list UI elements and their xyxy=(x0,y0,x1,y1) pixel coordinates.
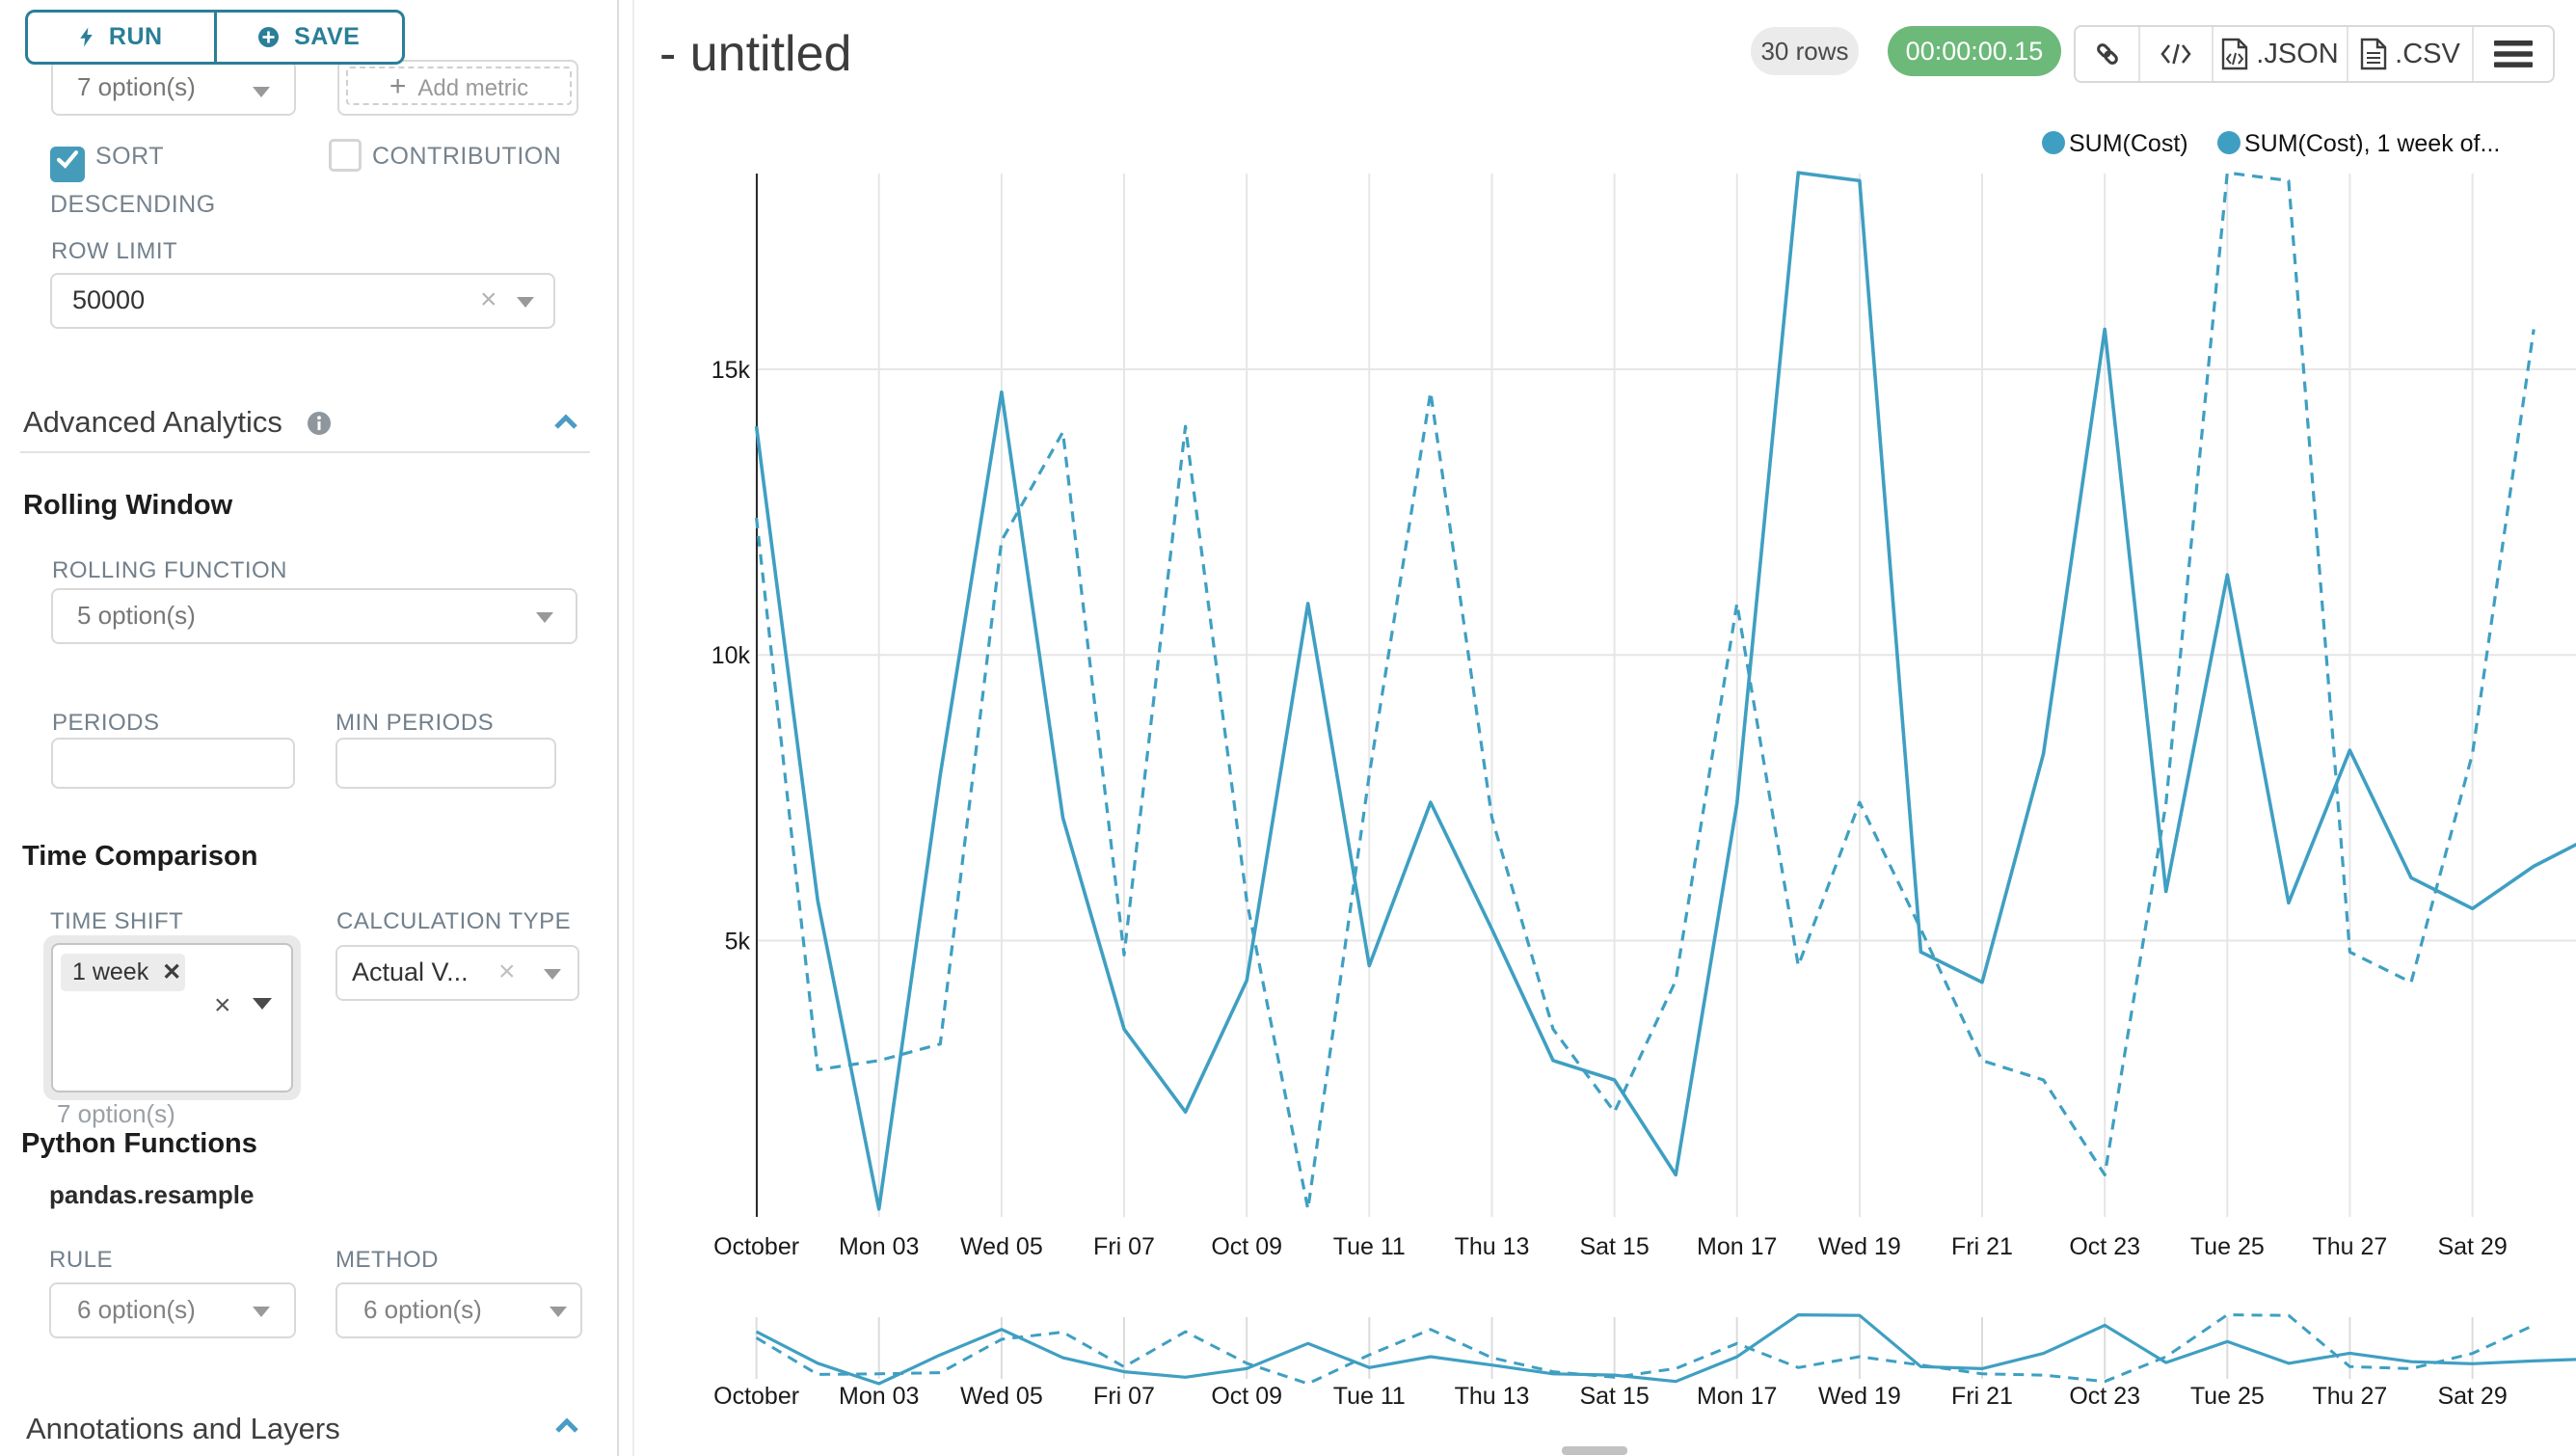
svg-text:October: October xyxy=(713,1233,799,1260)
svg-text:Fri 07: Fri 07 xyxy=(1093,1233,1155,1260)
svg-text:Mon 03: Mon 03 xyxy=(839,1383,919,1410)
svg-text:Wed 19: Wed 19 xyxy=(1818,1233,1901,1260)
svg-text:15k: 15k xyxy=(711,357,751,384)
svg-text:Mon 17: Mon 17 xyxy=(1697,1383,1777,1410)
svg-text:SUM(Cost): SUM(Cost) xyxy=(2069,130,2188,157)
svg-text:Sat 15: Sat 15 xyxy=(1579,1233,1649,1260)
svg-text:Tue 25: Tue 25 xyxy=(2190,1233,2265,1260)
svg-text:Oct 09: Oct 09 xyxy=(1211,1383,1282,1410)
svg-text:Wed 05: Wed 05 xyxy=(960,1383,1043,1410)
svg-text:Thu 13: Thu 13 xyxy=(1455,1383,1530,1410)
svg-text:Oct 23: Oct 23 xyxy=(2069,1233,2140,1260)
svg-text:Thu 27: Thu 27 xyxy=(2312,1383,2387,1410)
svg-text:10k: 10k xyxy=(711,642,751,669)
svg-text:Fri 21: Fri 21 xyxy=(1951,1233,2013,1260)
svg-text:Fri 07: Fri 07 xyxy=(1093,1383,1155,1410)
svg-text:Mon 03: Mon 03 xyxy=(839,1233,919,1260)
svg-text:Fri 21: Fri 21 xyxy=(1951,1383,2013,1410)
svg-text:Thu 27: Thu 27 xyxy=(2312,1233,2387,1260)
svg-text:October: October xyxy=(713,1383,799,1410)
svg-text:Tue 11: Tue 11 xyxy=(1333,1233,1406,1260)
svg-text:Sat 29: Sat 29 xyxy=(2437,1233,2507,1260)
svg-text:Tue 25: Tue 25 xyxy=(2190,1383,2265,1410)
svg-text:Sat 15: Sat 15 xyxy=(1579,1383,1649,1410)
svg-text:Wed 05: Wed 05 xyxy=(960,1233,1043,1260)
svg-text:Thu 13: Thu 13 xyxy=(1455,1233,1530,1260)
svg-text:Tue 11: Tue 11 xyxy=(1333,1383,1406,1410)
svg-text:Oct 09: Oct 09 xyxy=(1211,1233,1282,1260)
svg-text:SUM(Cost), 1 week of...: SUM(Cost), 1 week of... xyxy=(2244,130,2500,157)
svg-text:Oct 23: Oct 23 xyxy=(2069,1383,2140,1410)
svg-text:5k: 5k xyxy=(725,929,751,956)
svg-text:Mon 17: Mon 17 xyxy=(1697,1233,1777,1260)
svg-text:Wed 19: Wed 19 xyxy=(1818,1383,1901,1410)
svg-text:Sat 29: Sat 29 xyxy=(2437,1383,2507,1410)
